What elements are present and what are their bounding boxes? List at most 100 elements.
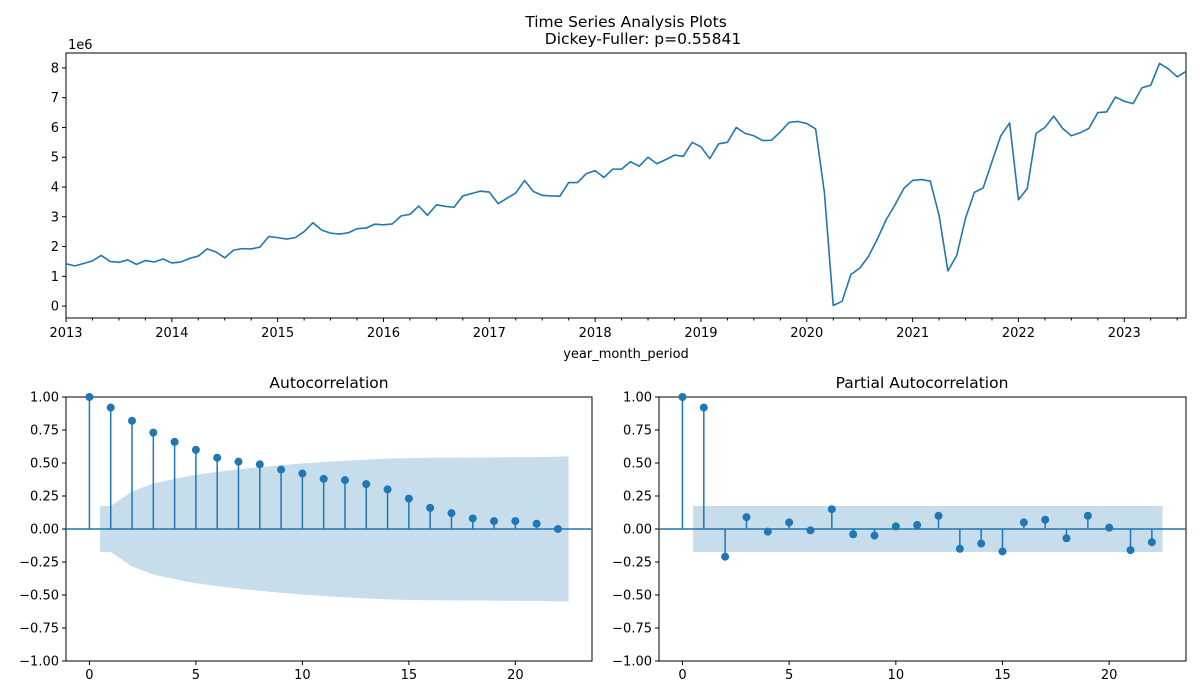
acf-point: [213, 453, 222, 462]
acf-x-tick-label: 0: [85, 668, 93, 683]
pacf-point: [1062, 534, 1071, 543]
pacf-point: [891, 522, 900, 531]
pacf-panel: −1.00 −0.75 −0.50 −0.25 0.00 0.25 0.50 0.75 1.00…: [612, 374, 1187, 684]
acf-ticks: −1.00 −0.75 −0.50 −0.25 0.00 0.25 0.50 0.75 1.00…: [19, 391, 523, 684]
acf-y-tick-label: 0.25: [30, 490, 59, 505]
pacf-point: [913, 521, 922, 530]
pacf-y-tick-label: 0.00: [623, 523, 652, 538]
acf-y-tick-label: 0.00: [30, 523, 59, 538]
figure-title-line2: Dickey-Fuller: p=0.55841: [545, 30, 741, 48]
ts-y-tick-label: 2: [51, 240, 59, 255]
ts-x-tick-label: 2014: [155, 326, 188, 341]
acf-point: [340, 476, 349, 485]
pacf-y-tick-label: 0.50: [623, 457, 652, 472]
pacf-y-tick-label: 0.75: [623, 424, 652, 439]
ts-x-tick-label: 2021: [896, 326, 929, 341]
ts-x-tick-label: 2017: [473, 326, 506, 341]
acf-point: [426, 503, 435, 512]
acf-point: [106, 403, 115, 412]
time-series-line: [65, 62, 1187, 307]
time-series-panel: 0 1 2 3 4 5 6 7 8 2013 2014 2015 2016 2017 2018 2019 202…: [49, 38, 1187, 362]
ts-x-tick-label: 2013: [49, 326, 82, 341]
acf-point: [234, 457, 243, 466]
ts-x-tick-label: 2022: [1002, 326, 1035, 341]
pacf-point: [1147, 538, 1156, 547]
acf-plot-area: [66, 393, 592, 602]
acf-point: [383, 485, 392, 494]
acf-point: [404, 494, 413, 503]
pacf-x-tick-label: 20: [1101, 668, 1118, 683]
acf-point: [362, 480, 371, 489]
time-series-ticks: 0 1 2 3 4 5 6 7 8 2013 2014 2015 2016 2017 2018 2019 202…: [49, 61, 1178, 341]
pacf-point: [849, 530, 858, 539]
x-axis-label: year_month_period: [563, 347, 689, 362]
pacf-y-tick-label: 0.25: [623, 490, 652, 505]
acf-point: [553, 525, 562, 533]
acf-y-tick-label: −0.75: [19, 622, 59, 637]
acf-point: [532, 519, 541, 528]
acf-point: [319, 474, 328, 483]
acf-y-tick-label: 0.75: [30, 424, 59, 439]
acf-point: [85, 393, 94, 401]
acf-x-tick-label: 5: [192, 668, 200, 683]
ts-y-tick-label: 1: [51, 270, 59, 285]
pacf-ticks: −1.00 −0.75 −0.50 −0.25 0.00 0.25 0.50 0.75 1.00…: [612, 391, 1117, 684]
pacf-x-tick-label: 10: [888, 668, 905, 683]
pacf-point: [763, 527, 772, 536]
pacf-point: [1126, 546, 1135, 555]
time-series-plot-area: [65, 62, 1187, 307]
pacf-plot-area: [659, 393, 1186, 561]
acf-point: [490, 517, 499, 526]
pacf-y-tick-label: −1.00: [612, 655, 652, 670]
pacf-point: [678, 393, 687, 401]
acf-y-tick-label: −0.25: [19, 556, 59, 571]
pacf-point: [721, 552, 730, 561]
acf-point: [149, 428, 158, 437]
ts-x-tick-label: 2015: [261, 326, 294, 341]
pacf-point: [1083, 511, 1092, 520]
ts-y-tick-label: 7: [51, 91, 59, 106]
acf-panel: −1.00 −0.75 −0.50 −0.25 0.00 0.25 0.50 0.75 1.00…: [19, 374, 593, 684]
pacf-x-tick-label: 15: [994, 668, 1011, 683]
pacf-point: [1019, 518, 1028, 527]
pacf-y-tick-label: −0.25: [612, 556, 652, 571]
acf-y-tick-label: 0.50: [30, 457, 59, 472]
pacf-point: [955, 544, 964, 553]
pacf-point: [806, 526, 815, 535]
ts-y-tick-label: 4: [51, 180, 59, 195]
pacf-point: [1041, 515, 1050, 524]
pacf-point: [785, 518, 794, 527]
pacf-y-tick-label: 1.00: [623, 391, 652, 406]
acf-x-tick-label: 10: [294, 668, 311, 683]
acf-x-tick-label: 20: [507, 668, 524, 683]
figure-title-line1: Time Series Analysis Plots: [524, 13, 727, 31]
acf-point: [277, 465, 286, 474]
pacf-point: [998, 547, 1007, 556]
ts-x-tick-label: 2018: [579, 326, 612, 341]
acf-point: [255, 460, 264, 469]
pacf-point: [699, 403, 708, 412]
ts-y-tick-label: 6: [51, 121, 59, 136]
acf-point: [468, 514, 477, 523]
acf-point: [298, 469, 307, 478]
pacf-y-tick-label: −0.50: [612, 589, 652, 604]
acf-point: [511, 517, 520, 526]
pacf-point: [1105, 523, 1114, 532]
acf-y-tick-label: −0.50: [19, 589, 59, 604]
ts-x-tick-label: 2023: [1108, 326, 1141, 341]
ts-y-tick-label: 0: [51, 300, 59, 315]
pacf-point: [977, 539, 986, 548]
pacf-x-tick-label: 5: [785, 668, 793, 683]
acf-x-tick-label: 15: [401, 668, 418, 683]
acf-point: [128, 416, 137, 425]
acf-point: [447, 509, 456, 518]
pacf-point: [742, 513, 751, 522]
acf-y-tick-label: −1.00: [19, 655, 59, 670]
ts-y-tick-label: 5: [51, 151, 59, 166]
pacf-point: [870, 531, 879, 540]
pacf-title: Partial Autocorrelation: [836, 374, 1009, 392]
ts-y-tick-label: 3: [51, 210, 59, 225]
ts-x-tick-label: 2019: [684, 326, 717, 341]
